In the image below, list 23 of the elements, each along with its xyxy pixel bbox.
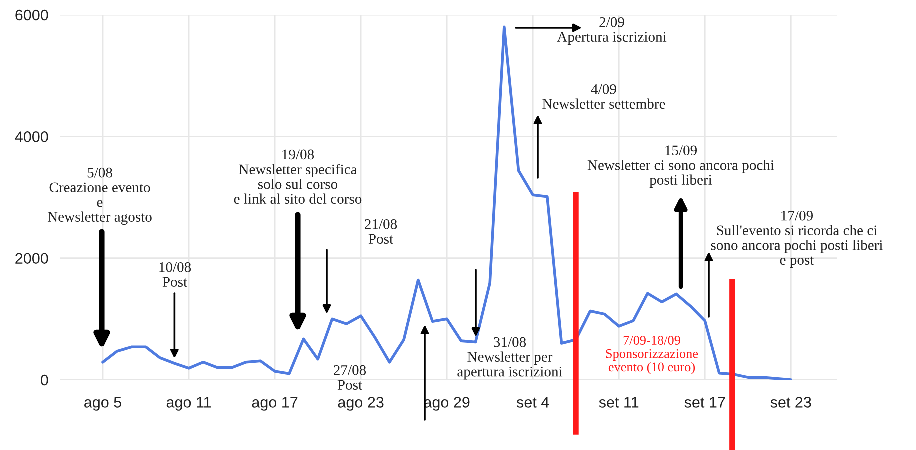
annotation: 17/09 Sull'evento si ricorda che ci sono ancora pochi posti liberi e post [711, 210, 883, 268]
x-tick-label: set 4 [516, 397, 550, 408]
y-tick-label: 0 [40, 374, 48, 386]
x-tick-label: ago 23 [338, 397, 384, 411]
annotation: 31/08 Newsletter per apertura iscrizioni [458, 337, 563, 380]
annotation: 10/08 Post [160, 262, 192, 288]
annotation: 15/09 Newsletter ci sono ancora pochi posti liberi [588, 146, 774, 188]
x-tick-label: ago 17 [252, 397, 298, 411]
annotation: 21/08 Post [365, 219, 398, 244]
annotation: 7/09-18/09 Sponsorizzazione evento (10 euro) [606, 336, 698, 374]
x-tick-label: set 11 [599, 397, 639, 408]
y-tick-label: 2000 [16, 253, 48, 264]
annotation: 27/08 Post [334, 365, 366, 390]
y-tick-label: 6000 [16, 10, 48, 21]
x-tick-label: set 17 [684, 397, 726, 408]
x-tick-label: set 23 [770, 397, 812, 408]
y-tick-label: 4000 [15, 132, 48, 142]
annotation: 5/08 Creazione evento e Newsletter agosto [48, 168, 152, 225]
x-tick-label: ago 5 [84, 397, 122, 411]
annotation: 4/09 Newsletter settembre [542, 84, 666, 110]
x-tick-label: ago 11 [166, 397, 212, 411]
annotation: 2/09 Apertura iscrizioni [557, 17, 667, 45]
annotation: 19/08 Newsletter specifica solo sul corso e link al sito del corso [234, 150, 362, 204]
